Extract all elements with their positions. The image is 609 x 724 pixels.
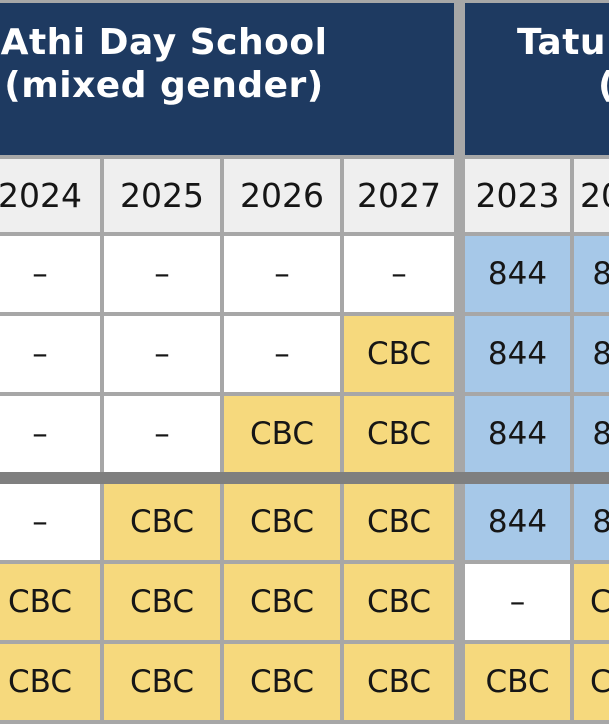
table-row: – CBC: [465, 564, 609, 640]
year-cell: 2023: [465, 159, 570, 232]
table-cell: CBC: [465, 644, 570, 720]
table-cell: –: [344, 236, 454, 312]
table-cell: CBC: [0, 564, 100, 640]
athi-title-line2: (mixed gender): [4, 65, 324, 106]
table-cell: –: [104, 396, 220, 472]
table-cell: CBC: [224, 484, 340, 560]
year-cell: 2024: [574, 159, 609, 232]
table-cell: CBC: [104, 564, 220, 640]
table-cell: 844: [574, 236, 609, 312]
table-row: 844 844: [465, 316, 609, 392]
table-cell: –: [224, 316, 340, 392]
athi-year-header-row: 2024 2025 2026 2027: [0, 159, 454, 232]
year-cell: 2026: [224, 159, 340, 232]
year-cell: 2025: [104, 159, 220, 232]
table-cell: 844: [465, 236, 570, 312]
table-row: CBC CBC CBC CBC: [0, 644, 454, 720]
table-row: – – – CBC: [0, 316, 454, 392]
table-row: 844 844: [465, 484, 609, 560]
year-cell: 2027: [344, 159, 454, 232]
table-cell: –: [104, 236, 220, 312]
table-cell: CBC: [104, 484, 220, 560]
table-cell: CBC: [344, 316, 454, 392]
table-cell: CBC: [344, 644, 454, 720]
table-cell: CBC: [574, 644, 609, 720]
table-cell: –: [0, 484, 100, 560]
phase-divider: [0, 472, 609, 484]
table-cell: CBC: [0, 644, 100, 720]
table-row: 844 844: [465, 396, 609, 472]
table-cell: –: [104, 316, 220, 392]
athi-title-line1: Athi Day School: [0, 21, 328, 63]
table-cell: –: [465, 564, 570, 640]
table-cell: CBC: [574, 564, 609, 640]
table-row: CBC CBC CBC CBC: [0, 564, 454, 640]
athi-table-header: Athi Day School (mixed gender): [0, 3, 454, 155]
table-row: – – CBC CBC: [0, 396, 454, 472]
table-cell: 844: [465, 316, 570, 392]
table-row: – – – –: [0, 236, 454, 312]
table-cell: –: [0, 236, 100, 312]
table-cell: 844: [574, 316, 609, 392]
tatu-year-header-row: 2023 2024: [465, 159, 609, 232]
tatu-title-line1: Tatu: [517, 21, 607, 63]
table-cell: CBC: [344, 396, 454, 472]
table-row: CBC CBC: [465, 644, 609, 720]
table-cell: 844: [574, 484, 609, 560]
table-cell: CBC: [104, 644, 220, 720]
table-cell: 844: [465, 396, 570, 472]
tatu-table-header: Tatu (: [465, 3, 609, 155]
table-cell: CBC: [224, 644, 340, 720]
athi-table: Athi Day School (mixed gender) 2024 2025…: [0, 3, 454, 720]
year-cell: 2024: [0, 159, 100, 232]
table-row: – CBC CBC CBC: [0, 484, 454, 560]
table-cell: 844: [465, 484, 570, 560]
table-cell: CBC: [224, 396, 340, 472]
table-cell: –: [0, 316, 100, 392]
table-cell: 844: [574, 396, 609, 472]
table-cell: CBC: [224, 564, 340, 640]
tatu-title-line2: (: [598, 64, 609, 107]
table-cell: CBC: [344, 484, 454, 560]
table-cell: –: [224, 236, 340, 312]
table-row: 844 844: [465, 236, 609, 312]
table-cell: –: [0, 396, 100, 472]
tatu-table: Tatu ( 2023 2024 844 844 844 844 844 844…: [465, 3, 609, 720]
table-cell: CBC: [344, 564, 454, 640]
